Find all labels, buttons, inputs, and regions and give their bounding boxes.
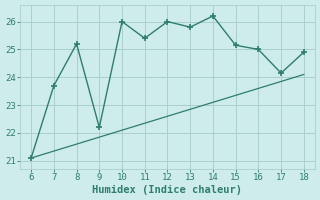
X-axis label: Humidex (Indice chaleur): Humidex (Indice chaleur): [92, 185, 243, 195]
